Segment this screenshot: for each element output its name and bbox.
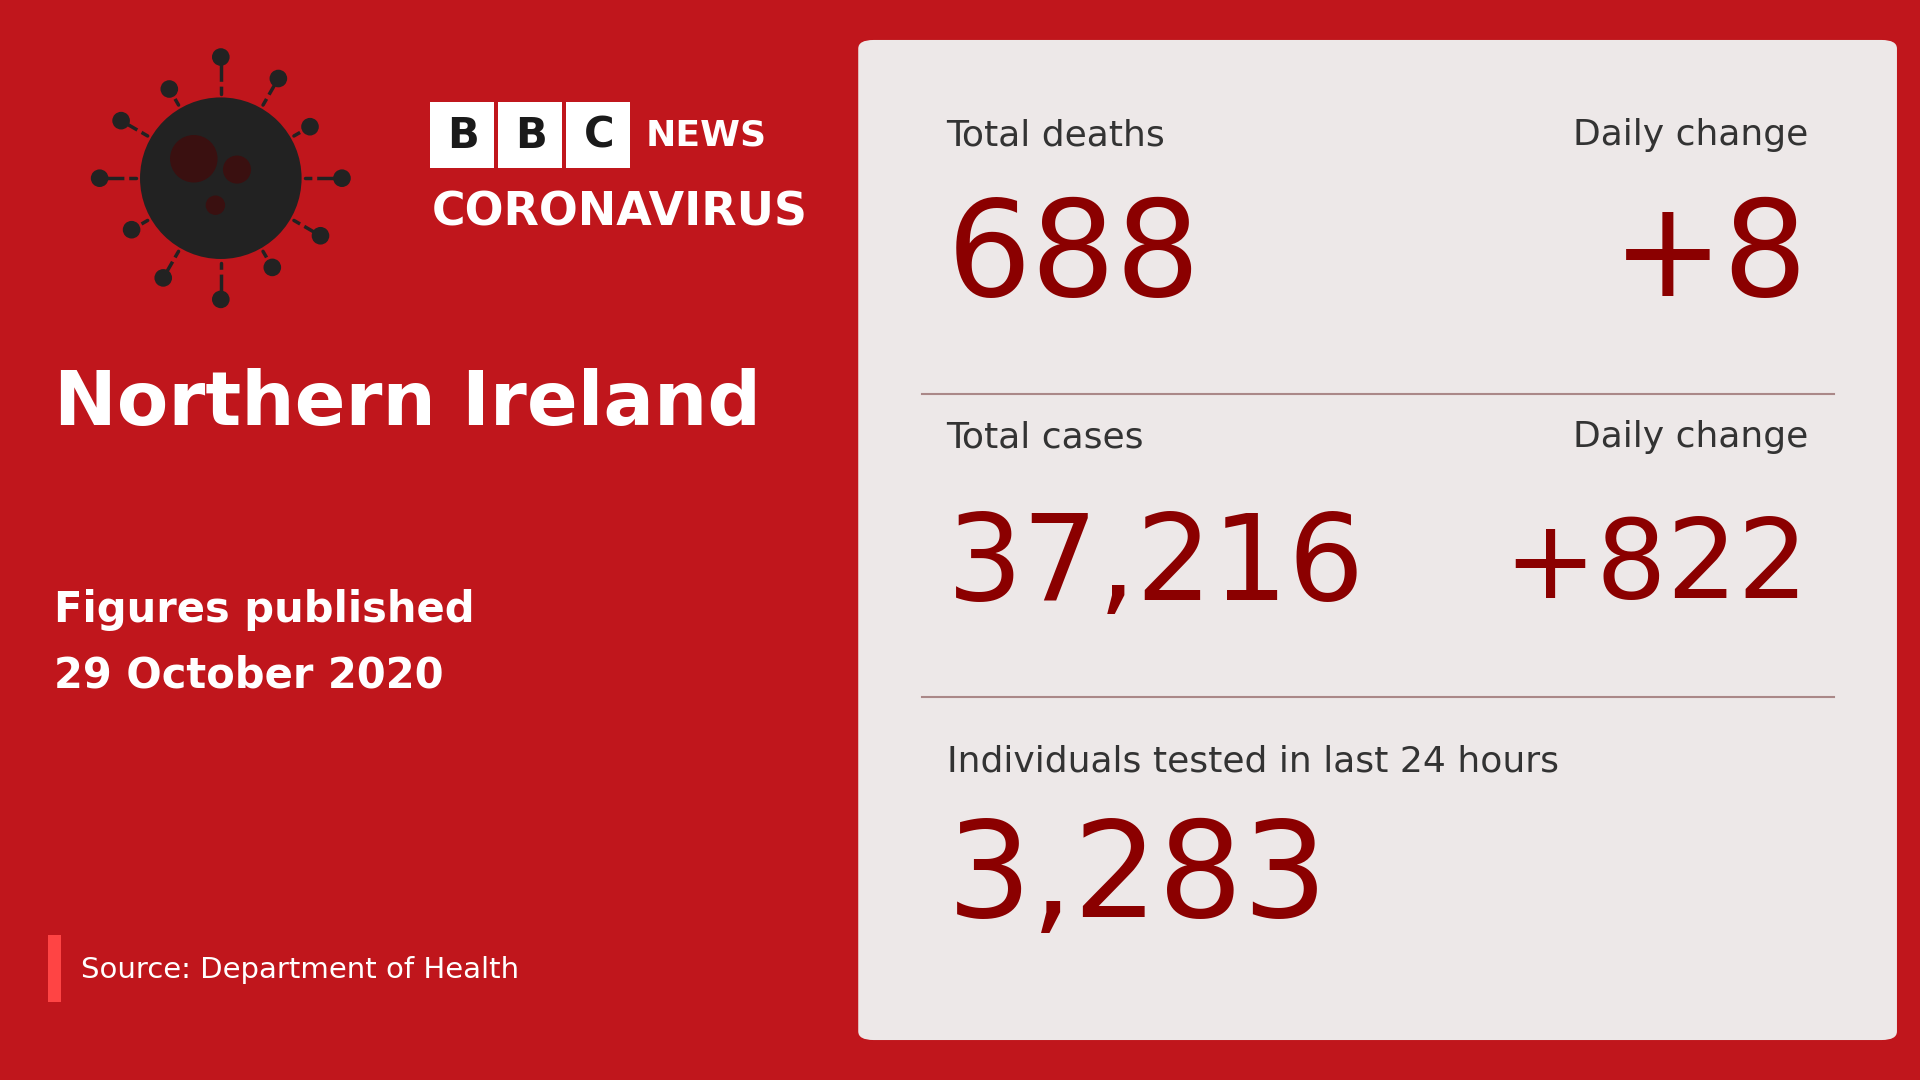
FancyBboxPatch shape <box>858 40 1897 1040</box>
Text: NEWS: NEWS <box>645 118 766 152</box>
Ellipse shape <box>211 291 230 308</box>
Text: C: C <box>584 114 614 157</box>
Text: 3,283: 3,283 <box>947 815 1329 945</box>
Ellipse shape <box>90 170 108 187</box>
Text: 688: 688 <box>947 194 1200 324</box>
Text: Northern Ireland: Northern Ireland <box>54 368 760 442</box>
Text: +822: +822 <box>1503 513 1809 621</box>
Ellipse shape <box>211 49 230 66</box>
Text: Source: Department of Health: Source: Department of Health <box>81 956 518 984</box>
Text: 29 October 2020: 29 October 2020 <box>54 654 444 696</box>
Text: CORONAVIRUS: CORONAVIRUS <box>432 190 808 235</box>
Text: B: B <box>515 114 547 157</box>
FancyBboxPatch shape <box>430 103 493 167</box>
FancyBboxPatch shape <box>497 103 563 167</box>
Text: Total cases: Total cases <box>947 420 1144 455</box>
Text: Daily change: Daily change <box>1572 118 1809 152</box>
Ellipse shape <box>161 80 179 98</box>
Text: Individuals tested in last 24 hours: Individuals tested in last 24 hours <box>947 744 1559 779</box>
Text: Daily change: Daily change <box>1572 420 1809 455</box>
Ellipse shape <box>205 195 225 215</box>
Ellipse shape <box>269 70 288 87</box>
FancyBboxPatch shape <box>566 103 630 167</box>
Text: B: B <box>447 114 480 157</box>
Ellipse shape <box>111 112 131 130</box>
Ellipse shape <box>334 170 351 187</box>
Ellipse shape <box>263 258 280 276</box>
Bar <box>48 935 61 1002</box>
Text: Figures published: Figures published <box>54 590 474 631</box>
Ellipse shape <box>140 97 301 259</box>
Ellipse shape <box>223 156 252 184</box>
Ellipse shape <box>311 227 330 244</box>
Ellipse shape <box>171 135 217 183</box>
Ellipse shape <box>301 118 319 135</box>
Text: +8: +8 <box>1613 194 1809 324</box>
Ellipse shape <box>154 269 173 286</box>
Ellipse shape <box>123 221 140 239</box>
Text: Total deaths: Total deaths <box>947 118 1165 152</box>
Text: 37,216: 37,216 <box>947 509 1365 625</box>
